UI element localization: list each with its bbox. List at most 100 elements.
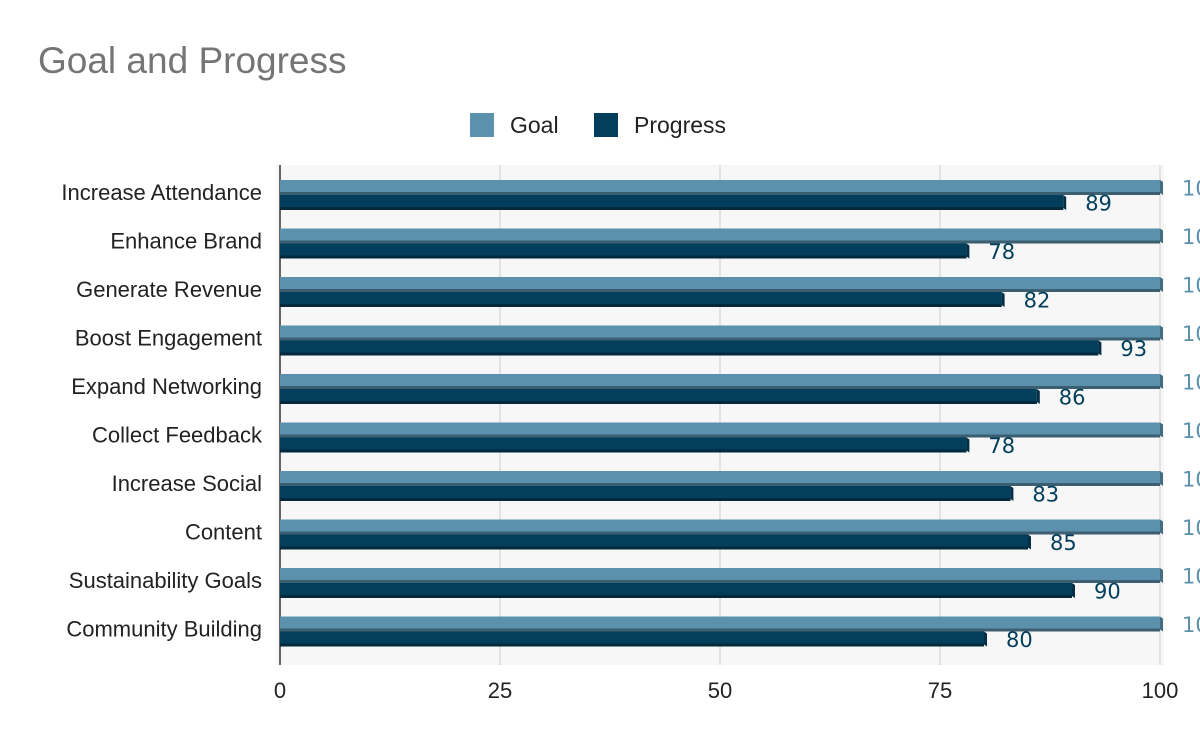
x-tick-label: 75 [928,678,952,703]
category-label: Boost Engagement [75,326,262,351]
x-tick-label: 0 [274,678,286,703]
bar-goal [280,180,1160,195]
bar-shadow [280,531,1160,535]
data-label-goal: 100 [1182,177,1200,201]
bar-progress [280,534,1028,550]
bar-goal [280,471,1160,486]
x-tick-label: 50 [708,678,732,703]
legend-label-progress: Progress [634,111,727,138]
bar-goal [280,228,1160,244]
data-label-progress: 90 [1094,580,1121,604]
data-label-goal: 100 [1182,225,1200,249]
bar-side [1160,616,1163,632]
bar-shadow [280,580,1160,583]
bar-side [1160,422,1163,438]
legend: Goal Progress [0,108,1200,142]
bar-side [1010,486,1014,501]
data-label-goal: 100 [1182,565,1200,589]
bar-progress [280,340,1099,356]
data-label-progress: 89 [1085,192,1112,216]
data-label-goal: 100 [1182,274,1200,298]
bar-goal [280,277,1160,292]
bar-side [1001,292,1005,307]
legend-swatch-goal [470,113,494,137]
bar-shadow [280,628,1160,632]
bar-side [1063,195,1067,210]
x-tick-label: 100 [1142,678,1179,703]
bar-side [1160,325,1163,341]
bar-shadow [280,289,1160,292]
category-label: Generate Revenue [76,277,262,302]
bar-side [984,631,987,647]
bar-side [966,243,970,259]
bar-goal [280,519,1160,535]
bar-side [1160,519,1163,535]
data-label-goal: 100 [1182,419,1200,443]
legend-label-goal: Goal [510,111,559,138]
data-label-progress: 83 [1032,483,1059,507]
bar-shadow [280,352,1099,356]
bar-shadow [280,483,1160,486]
category-label: Increase Social [112,471,262,496]
bar-shadow [280,255,967,259]
bar-shadow [280,386,1160,389]
category-label: Enhance Brand [110,229,262,254]
bar-shadow [280,498,1011,501]
bar-goal [280,422,1160,438]
bar-shadow [280,207,1064,210]
data-label-goal: 100 [1182,371,1200,395]
category-label: Collect Feedback [92,423,263,448]
bar-shadow [280,192,1160,195]
bar-shadow [280,546,1028,550]
bar-side [1160,228,1163,244]
legend-item-progress[interactable]: Progress [594,108,726,142]
bar-shadow [280,595,1072,598]
bar-shadow [280,337,1160,341]
bar-shadow [280,643,984,647]
data-label-progress: 80 [1006,628,1033,652]
chart-title: Goal and Progress [38,40,347,81]
data-label-goal: 100 [1182,613,1200,637]
bar-side [1036,389,1040,404]
bar-side [1160,374,1163,389]
bar-shadow [280,240,1160,244]
data-label-progress: 85 [1050,531,1077,555]
data-label-progress: 78 [988,434,1015,458]
bar-shadow [280,434,1160,438]
data-label-goal: 100 [1182,516,1200,540]
legend-item-goal[interactable]: Goal [470,108,559,142]
bar-shadow [280,449,967,453]
bar-side [1160,180,1163,195]
category-label: Community Building [66,617,262,642]
bar-side [1028,534,1031,550]
bar-side [1160,471,1163,486]
category-label: Sustainability Goals [69,568,262,593]
data-label-progress: 78 [988,240,1015,264]
bar-progress [280,292,1002,307]
category-label: Expand Networking [71,374,262,399]
data-label-goal: 100 [1182,322,1200,346]
x-tick-label: 25 [488,678,512,703]
data-label-goal: 100 [1182,468,1200,492]
data-label-progress: 86 [1059,386,1086,410]
bar-progress [280,389,1037,404]
bar-progress [280,631,984,647]
bar-goal [280,374,1160,389]
legend-swatch-progress [594,113,618,137]
bar-progress [280,195,1064,210]
bar-progress [280,243,967,259]
bar-side [1098,340,1102,356]
bar-side [1072,583,1075,598]
bar-progress [280,486,1011,501]
bar-side [966,437,970,453]
bar-goal [280,325,1160,341]
category-label: Content [185,520,262,545]
bar-side [1160,277,1163,292]
category-label: Increase Attendance [61,180,262,205]
bar-progress [280,583,1072,598]
bar-goal [280,568,1160,583]
data-label-progress: 82 [1024,289,1051,313]
bar-progress [280,437,967,453]
bar-shadow [280,401,1037,404]
